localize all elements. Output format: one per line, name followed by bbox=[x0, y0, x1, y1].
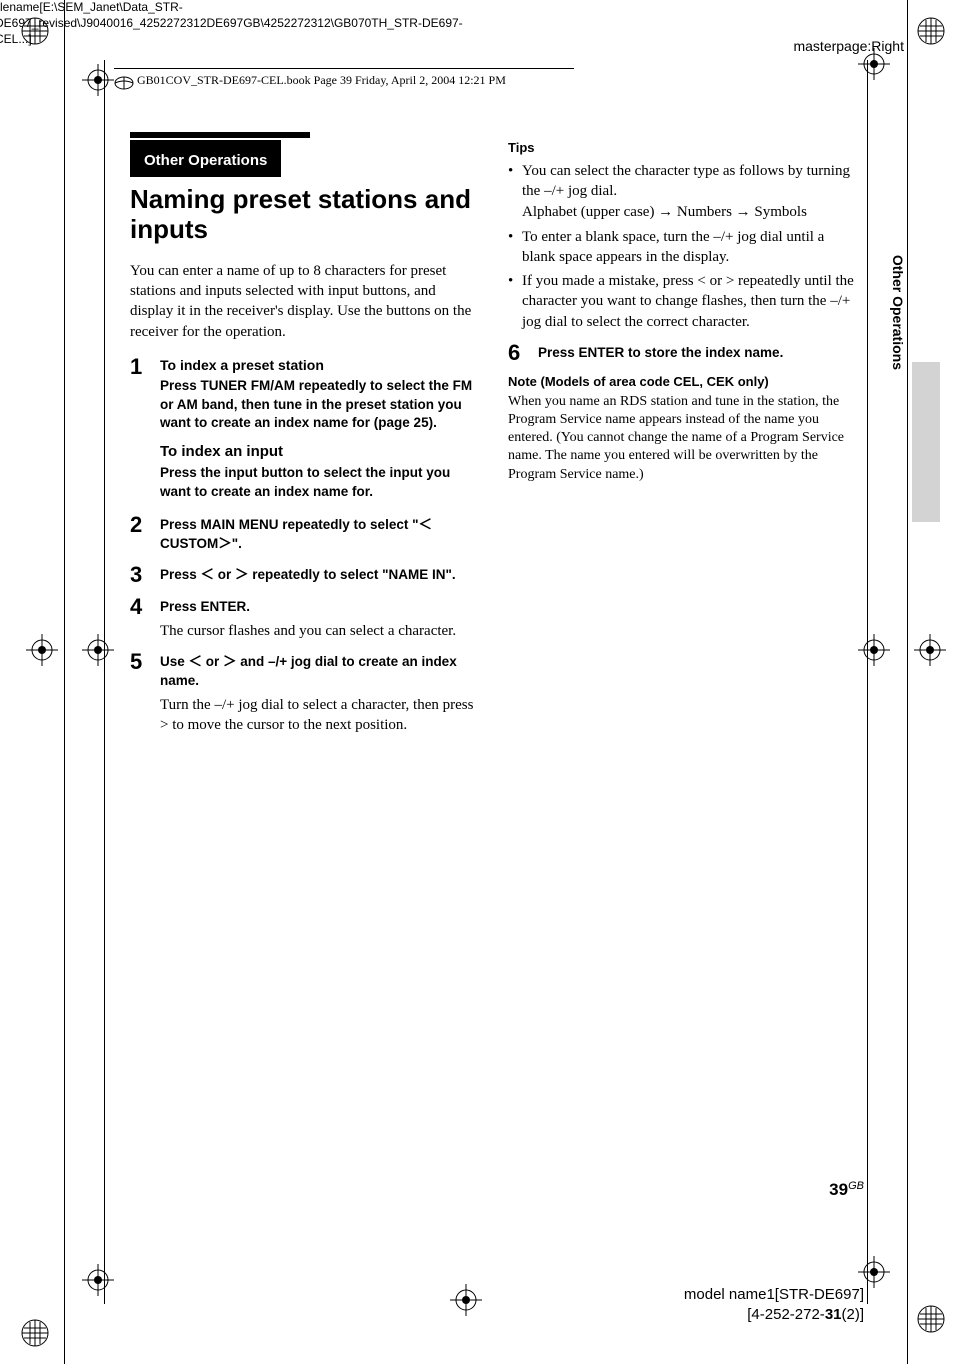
thumb-tab bbox=[912, 362, 940, 522]
tips-list-2: To enter a blank space, turn the –/+ jog… bbox=[508, 227, 858, 332]
step-2-body: Press MAIN MENU repeatedly to select "＜C… bbox=[160, 516, 480, 554]
content: Other Operations Naming preset stations … bbox=[130, 140, 860, 745]
footer-code-post: (2)] bbox=[842, 1306, 865, 1323]
step-1: 1 To index a preset station Press TUNER … bbox=[130, 356, 480, 434]
footer-model: model name1[STR-DE697] bbox=[684, 1285, 864, 1305]
book-header: GB01COV_STR-DE697-CEL.book Page 39 Frida… bbox=[114, 68, 574, 90]
proof-filename-2: DE697_revised\J9040016_4252272312DE697GB… bbox=[0, 16, 463, 30]
step-list: 1 To index a preset station Press TUNER … bbox=[130, 356, 480, 434]
section-chip-wrap: Other Operations bbox=[130, 140, 480, 179]
trim-line-left-outer bbox=[104, 60, 105, 1304]
step-6-body: Press ENTER to store the index name. bbox=[538, 344, 858, 363]
sub-body-input: Press the input button to select the inp… bbox=[160, 464, 480, 502]
sub-head-input: To index an input bbox=[160, 443, 480, 460]
section-chip: Other Operations bbox=[130, 140, 281, 177]
step-4-body: The cursor flashes and you can select a … bbox=[160, 621, 480, 641]
step-3: 3 Press ＜ or ＞ repeatedly to select "NAM… bbox=[130, 564, 480, 586]
reg-mark-top-left bbox=[82, 64, 114, 96]
step-3-body: Press ＜ or ＞ repeatedly to select "NAME … bbox=[160, 566, 480, 585]
reg-mark-bottom-left bbox=[82, 1264, 114, 1296]
step-number: 3 bbox=[130, 564, 160, 586]
left-column: Other Operations Naming preset stations … bbox=[130, 140, 480, 745]
step-6: 6 Press ENTER to store the index name. bbox=[508, 342, 858, 364]
tip-1: You can select the character type as fol… bbox=[508, 161, 858, 202]
step-1-body: Press TUNER FM/AM repeatedly to select t… bbox=[160, 377, 480, 434]
hatch-mark-bottom-left bbox=[20, 1318, 50, 1348]
trim-line-right-inner bbox=[907, 0, 908, 1364]
page-root: lename[E:\SEM_Janet\Data_STR- DE697_revi… bbox=[0, 0, 954, 1364]
step-list-right: 6 Press ENTER to store the index name. bbox=[508, 342, 858, 364]
proof-filename-1: lename[E:\SEM_Janet\Data_STR- bbox=[0, 0, 183, 14]
step-number: 4 bbox=[130, 596, 160, 641]
hatch-mark-top-right bbox=[916, 16, 946, 46]
step-number: 1 bbox=[130, 356, 160, 434]
step-list-cont: 2 Press MAIN MENU repeatedly to select "… bbox=[130, 514, 480, 735]
step-number: 6 bbox=[508, 342, 538, 364]
reg-mark-mid-left bbox=[26, 634, 58, 666]
step-5-head: Use ＜ or ＞ and –/+ jog dial to create an… bbox=[160, 653, 480, 691]
tip-2: To enter a blank space, turn the –/+ jog… bbox=[508, 227, 858, 268]
model-footer: model name1[STR-DE697] [4-252-272-31(2)] bbox=[684, 1285, 864, 1324]
reg-mark-mid-right-2 bbox=[914, 634, 946, 666]
step-5-body: Turn the –/+ jog dial to select a charac… bbox=[160, 695, 480, 736]
page-number: 39GB bbox=[829, 1180, 864, 1200]
footer-code: [4-252-272-31(2)] bbox=[684, 1305, 864, 1325]
tips-list: You can select the character type as fol… bbox=[508, 161, 858, 202]
step-2: 2 Press MAIN MENU repeatedly to select "… bbox=[130, 514, 480, 554]
section-chip-bar bbox=[130, 132, 310, 138]
step-number: 2 bbox=[130, 514, 160, 554]
reg-mark-bottom-right bbox=[858, 1256, 890, 1288]
page-title: Naming preset stations and inputs bbox=[130, 185, 480, 245]
trim-line-left-inner bbox=[64, 0, 65, 1364]
tip-3: If you made a mistake, press < or > repe… bbox=[508, 271, 858, 332]
intro-paragraph: You can enter a name of up to 8 characte… bbox=[130, 261, 480, 342]
step-4-head: Press ENTER. bbox=[160, 598, 480, 617]
footer-code-bold: 31 bbox=[825, 1306, 842, 1323]
step-5: 5 Use ＜ or ＞ and –/+ jog dial to create … bbox=[130, 651, 480, 735]
note-body: When you name an RDS station and tune in… bbox=[508, 393, 858, 484]
reg-mark-mid-right-1 bbox=[858, 634, 890, 666]
step-1-head: To index a preset station bbox=[160, 356, 480, 375]
tips-heading: Tips bbox=[508, 140, 858, 155]
page-number-value: 39 bbox=[829, 1180, 848, 1199]
hatch-mark-bottom-right bbox=[916, 1304, 946, 1334]
reg-mark-top-right-1 bbox=[858, 48, 890, 80]
right-column: Tips You can select the character type a… bbox=[508, 140, 858, 745]
hatch-mark-top-left bbox=[20, 16, 50, 46]
note-heading: Note (Models of area code CEL, CEK only) bbox=[508, 374, 858, 389]
book-header-text: GB01COV_STR-DE697-CEL.book Page 39 Frida… bbox=[137, 73, 506, 87]
step-number: 5 bbox=[130, 651, 160, 735]
trim-line-right-outer bbox=[867, 60, 868, 1304]
reg-mark-mid-left-2 bbox=[82, 634, 114, 666]
page-number-suffix: GB bbox=[848, 1180, 864, 1192]
book-icon bbox=[114, 75, 134, 90]
footer-code-pre: [4-252-272- bbox=[747, 1306, 825, 1323]
reg-mark-bottom-center bbox=[450, 1284, 482, 1316]
step-4: 4 Press ENTER. The cursor flashes and yo… bbox=[130, 596, 480, 641]
thumb-tab-label: Other Operations bbox=[890, 255, 906, 370]
tip-1-sequence: Alphabet (upper case) → Numbers → Symbol… bbox=[508, 204, 858, 221]
